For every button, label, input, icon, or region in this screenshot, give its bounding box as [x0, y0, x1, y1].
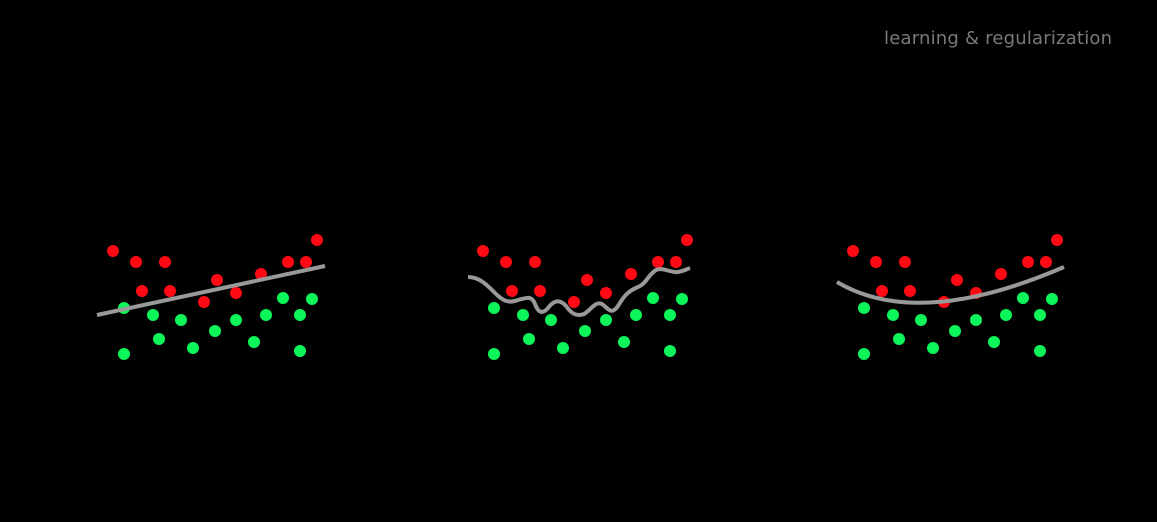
red-point: [130, 256, 142, 268]
green-point: [294, 345, 306, 357]
decision-boundary-linear: [96, 264, 326, 317]
green-point: [618, 336, 630, 348]
red-point: [198, 296, 210, 308]
green-point: [664, 309, 676, 321]
green-point: [676, 293, 688, 305]
red-point: [681, 234, 693, 246]
green-point: [1046, 293, 1058, 305]
page-title: learning & regularization: [884, 28, 1113, 49]
green-point: [1034, 309, 1046, 321]
green-point: [858, 348, 870, 360]
green-point: [927, 342, 939, 354]
green-point: [523, 333, 535, 345]
red-point: [136, 285, 148, 297]
red-point: [600, 287, 612, 299]
red-point: [255, 268, 267, 280]
red-point: [1051, 234, 1063, 246]
red-point: [159, 256, 171, 268]
red-point: [951, 274, 963, 286]
green-point: [893, 333, 905, 345]
green-point: [175, 314, 187, 326]
red-point: [164, 285, 176, 297]
green-point: [630, 309, 642, 321]
red-point: [625, 268, 637, 280]
green-point: [1017, 292, 1029, 304]
green-point: [647, 292, 659, 304]
green-point: [1034, 345, 1046, 357]
green-point: [294, 309, 306, 321]
red-point: [230, 287, 242, 299]
red-point: [1040, 256, 1052, 268]
green-point: [915, 314, 927, 326]
panel-underfit: [96, 234, 326, 360]
red-point: [107, 245, 119, 257]
red-point: [568, 296, 580, 308]
red-point: [311, 234, 323, 246]
green-point: [557, 342, 569, 354]
green-point: [545, 314, 557, 326]
red-point: [282, 256, 294, 268]
red-point: [670, 256, 682, 268]
panel-overfit: [467, 234, 693, 360]
red-point: [581, 274, 593, 286]
green-point: [970, 314, 982, 326]
red-point: [899, 256, 911, 268]
red-point: [477, 245, 489, 257]
red-point: [904, 285, 916, 297]
green-point: [248, 336, 260, 348]
green-point: [887, 309, 899, 321]
green-point: [988, 336, 1000, 348]
green-point: [488, 302, 500, 314]
green-point: [1000, 309, 1012, 321]
red-point: [1022, 256, 1034, 268]
red-point: [870, 256, 882, 268]
red-point: [995, 268, 1007, 280]
green-point: [277, 292, 289, 304]
green-point: [209, 325, 221, 337]
green-point: [306, 293, 318, 305]
red-point: [300, 256, 312, 268]
red-point: [529, 256, 541, 268]
green-point: [858, 302, 870, 314]
green-point: [118, 348, 130, 360]
red-point: [500, 256, 512, 268]
green-point: [517, 309, 529, 321]
green-point: [949, 325, 961, 337]
red-point: [652, 256, 664, 268]
green-point: [664, 345, 676, 357]
red-point: [876, 285, 888, 297]
green-point: [230, 314, 242, 326]
green-point: [260, 309, 272, 321]
decision-boundary-smooth: [835, 265, 1065, 305]
red-point: [506, 285, 518, 297]
red-point: [534, 285, 546, 297]
green-point: [147, 309, 159, 321]
red-point: [211, 274, 223, 286]
decision-boundary-wiggly: [467, 266, 691, 317]
green-point: [187, 342, 199, 354]
green-point: [579, 325, 591, 337]
red-point: [847, 245, 859, 257]
green-point: [600, 314, 612, 326]
green-point: [488, 348, 500, 360]
panel-regularized: [835, 234, 1065, 360]
green-point: [153, 333, 165, 345]
